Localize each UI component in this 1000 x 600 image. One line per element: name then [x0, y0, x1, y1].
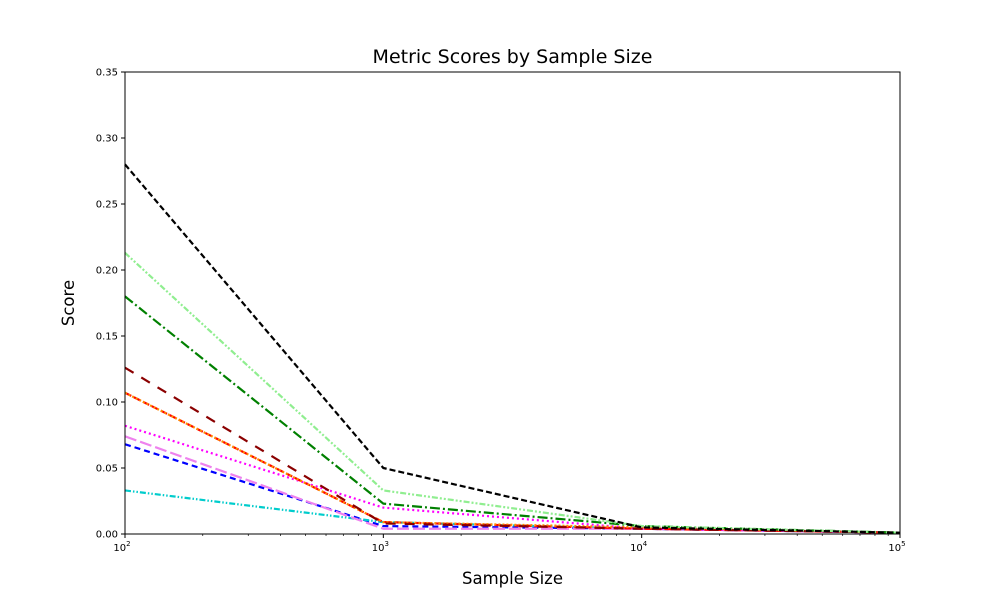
y-tick-label: 0.00 [96, 530, 118, 541]
y-tick-label: 0.15 [96, 332, 118, 343]
y-axis-ticks: 0.00 0.05 0.10 0.15 0.20 0.25 0.30 0.35 [96, 68, 125, 541]
y-tick-label: 0.25 [96, 200, 118, 211]
x-axis-title: Sample Size [462, 569, 563, 588]
y-axis-title: Score [59, 280, 78, 326]
series-line-8 [124, 295, 901, 534]
plot-area [125, 72, 900, 534]
y-tick-label: 0.05 [96, 464, 118, 475]
series-line-4 [124, 424, 901, 534]
y-tick-label: 0.30 [96, 134, 118, 145]
plot-frame [124, 71, 901, 535]
series-line-1 [124, 443, 901, 534]
y-tick-label: 0.20 [96, 266, 118, 277]
x-axis-ticks: 102 103 104 105 [113, 534, 906, 554]
y-tick-label: 0.35 [96, 68, 118, 79]
series-layer [124, 163, 901, 534]
series-line-10 [124, 163, 901, 534]
chart-title: Metric Scores by Sample Size [373, 46, 653, 68]
y-tick-label: 0.10 [96, 398, 118, 409]
